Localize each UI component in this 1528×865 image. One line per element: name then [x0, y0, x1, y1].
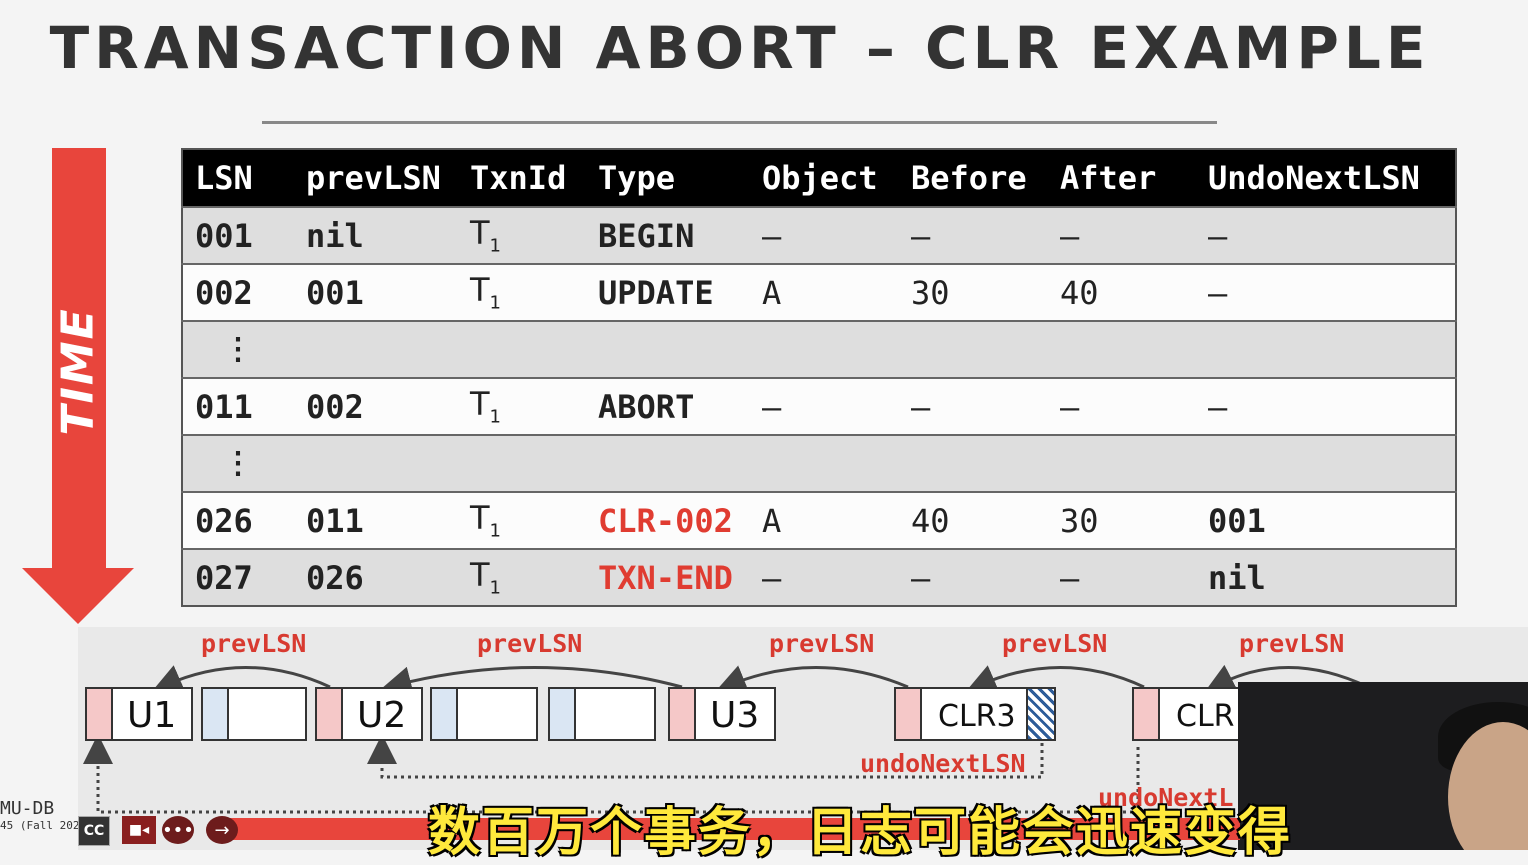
column-header: UndoNextLSN: [1196, 149, 1456, 207]
cell-type: UPDATE: [586, 263, 750, 321]
log-table: LSN prevLSN TxnId Type Object Before Aft…: [181, 148, 1457, 607]
cell-after: –: [1048, 206, 1196, 264]
log-record-other: [201, 687, 307, 741]
column-header: TxnId: [458, 149, 586, 207]
record-label: U2: [357, 695, 407, 736]
cell-lsn: 001: [182, 206, 294, 264]
cc-button[interactable]: CC: [78, 816, 110, 846]
cell-txnid: T1: [458, 263, 586, 321]
undonext-hatch: [1026, 689, 1054, 739]
cell-before: –: [899, 377, 1048, 435]
prevlsn-label: prevLSN: [1002, 629, 1108, 658]
table-row: 011 002 T1 ABORT – – – –: [182, 377, 1456, 435]
cell-txnid: T1: [458, 491, 586, 549]
slide-title: TRANSACTION ABORT – CLR EXAMPLE: [49, 14, 1431, 82]
title-divider: [262, 121, 1217, 124]
cell-lsn: 026: [182, 491, 294, 549]
record-label: U1: [127, 695, 177, 736]
cell-after: –: [1048, 548, 1196, 606]
undonextlsn-label: undoNextLSN: [860, 749, 1026, 778]
column-header: Before: [899, 149, 1048, 207]
column-header: Type: [586, 149, 750, 207]
course-logo: MU-DB 45 (Fall 202: [0, 798, 80, 832]
cell-undonextlsn: –: [1196, 263, 1456, 321]
prevlsn-label: prevLSN: [477, 629, 583, 658]
cell-lsn: 002: [182, 263, 294, 321]
column-header: After: [1048, 149, 1196, 207]
record-label: U3: [710, 695, 760, 736]
cell-object: –: [750, 548, 899, 606]
cell-prevlsn: 002: [294, 377, 458, 435]
prevlsn-arrow: [1204, 664, 1369, 692]
cell-prevlsn: nil: [294, 206, 458, 264]
prevlsn-arrow: [966, 665, 1145, 693]
undonextlsn-label-partial: undoNextL: [1098, 783, 1234, 812]
subtitle-caption: 数百万个事务，日志可能会迅速变得: [428, 803, 1293, 863]
progress-bar[interactable]: [230, 818, 1240, 840]
log-record-u3: U3: [668, 687, 776, 741]
cell-type: ABORT: [586, 377, 750, 435]
cell-txnid: T1: [458, 206, 586, 264]
record-label: CLR3: [938, 699, 1016, 734]
undonextlsn-arrow: [83, 734, 1140, 814]
cell-before: 40: [899, 491, 1048, 549]
cell-lsn: 011: [182, 377, 294, 435]
ellipsis: ⋮: [182, 434, 1456, 492]
cell-prevlsn: 001: [294, 263, 458, 321]
cell-prevlsn: 026: [294, 548, 458, 606]
table-row: 001 nil T1 BEGIN – – – –: [182, 206, 1456, 264]
cell-object: A: [750, 263, 899, 321]
cell-after: 40: [1048, 263, 1196, 321]
cell-type: BEGIN: [586, 206, 750, 264]
undonextlsn-arrow: [367, 734, 1044, 779]
table-row: 027 026 T1 TXN-END – – – nil: [182, 548, 1456, 606]
cell-before: –: [899, 548, 1048, 606]
cell-undonextlsn: nil: [1196, 548, 1456, 606]
table-header-row: LSN prevLSN TxnId Type Object Before Aft…: [182, 149, 1456, 207]
cell-txnid: T1: [458, 377, 586, 435]
cell-after: –: [1048, 377, 1196, 435]
cell-before: –: [899, 206, 1048, 264]
cell-object: –: [750, 206, 899, 264]
column-header: prevLSN: [294, 149, 458, 207]
log-record-clr3: CLR3: [894, 687, 1056, 741]
cell-undonextlsn: –: [1196, 206, 1456, 264]
cell-type: CLR-002: [586, 491, 750, 549]
column-header: Object: [750, 149, 899, 207]
table-row: 002 001 T1 UPDATE A 30 40 –: [182, 263, 1456, 321]
cell-lsn: 027: [182, 548, 294, 606]
log-record-u1: U1: [85, 687, 193, 741]
next-arrow-icon[interactable]: →: [206, 816, 238, 844]
cell-undonextlsn: –: [1196, 377, 1456, 435]
log-record-other: [430, 687, 538, 741]
cell-object: A: [750, 491, 899, 549]
more-options-icon[interactable]: •••: [162, 816, 194, 844]
cell-type: TXN-END: [586, 548, 750, 606]
prevlsn-arrow: [381, 666, 683, 696]
camera-icon[interactable]: ■◂: [122, 816, 156, 844]
log-record-u2: U2: [315, 687, 423, 741]
table-row-ellipsis: ⋮: [182, 434, 1456, 492]
speaker-video: [1238, 682, 1528, 850]
cell-prevlsn: 011: [294, 491, 458, 549]
cell-undonextlsn: 001: [1196, 491, 1456, 549]
cell-object: –: [750, 377, 899, 435]
prevlsn-arrow: [152, 665, 331, 693]
prevlsn-label: prevLSN: [201, 629, 307, 658]
column-header: LSN: [182, 149, 294, 207]
time-label: TIME: [52, 307, 104, 436]
prevlsn-label: prevLSN: [769, 629, 875, 658]
cell-before: 30: [899, 263, 1048, 321]
cell-after: 30: [1048, 491, 1196, 549]
record-label: CLR: [1176, 699, 1235, 734]
cell-txnid: T1: [458, 548, 586, 606]
table-row: 026 011 T1 CLR-002 A 40 30 001: [182, 491, 1456, 549]
log-record-other: [548, 687, 656, 741]
ellipsis: ⋮: [182, 320, 1456, 378]
prevlsn-arrow: [716, 665, 909, 694]
diagram-arrows: [83, 664, 1369, 814]
table-row-ellipsis: ⋮: [182, 320, 1456, 378]
prevlsn-label: prevLSN: [1239, 629, 1345, 658]
time-arrow: [22, 148, 136, 628]
